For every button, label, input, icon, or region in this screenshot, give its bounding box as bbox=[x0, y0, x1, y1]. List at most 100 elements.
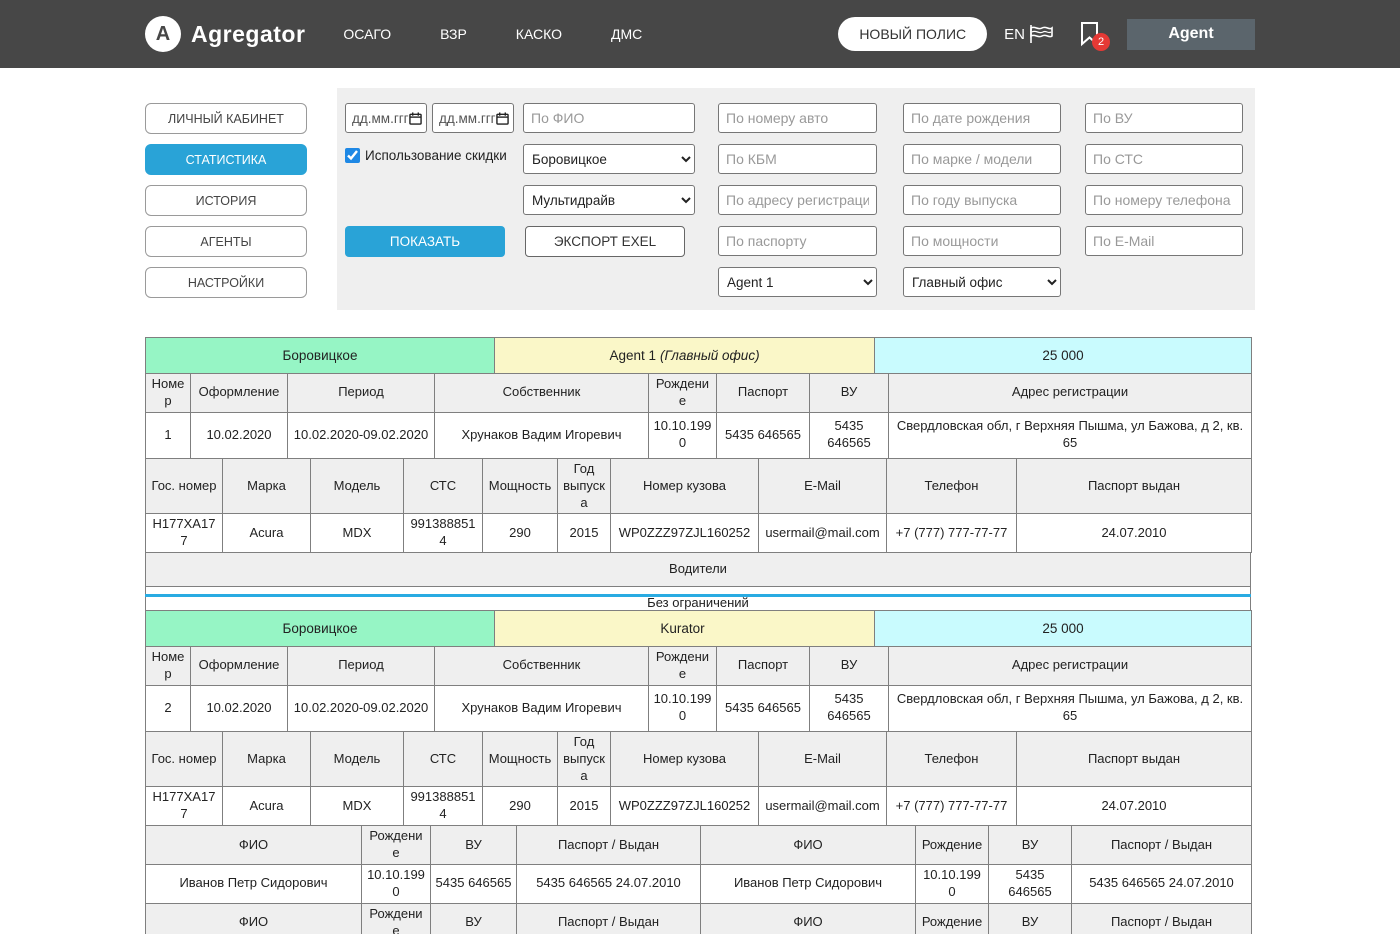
policy-agent-name: Agent 1 bbox=[609, 347, 656, 363]
year-filter-input[interactable] bbox=[903, 185, 1061, 215]
col-header-birth: Рождение bbox=[648, 646, 717, 686]
col-header-email: E-Mail bbox=[758, 730, 887, 788]
car-number-filter-input[interactable] bbox=[718, 103, 877, 133]
driver-col-fio: ФИО bbox=[145, 902, 362, 934]
policy-amount-band: 25 000 bbox=[874, 610, 1252, 647]
office-select[interactable]: Боровицкое bbox=[523, 144, 695, 174]
driver-vu: 5435 646565 bbox=[988, 864, 1072, 904]
policy-office-band: Боровицкое bbox=[145, 337, 495, 374]
driver-col-birth: Рождение bbox=[915, 902, 989, 934]
date-to-input[interactable]: дд.мм.гггг bbox=[432, 103, 514, 133]
col-header-number: Номер bbox=[145, 646, 191, 686]
discount-checkbox[interactable] bbox=[345, 148, 360, 163]
driver-col-passport: Паспорт / Выдан bbox=[516, 902, 701, 934]
power-filter-input[interactable] bbox=[903, 226, 1061, 256]
driver-col-vu: ВУ bbox=[430, 902, 517, 934]
flag-icon bbox=[1028, 24, 1054, 44]
sidebar-item-history[interactable]: ИСТОРИЯ bbox=[145, 185, 307, 216]
col-header-power: Мощность bbox=[482, 457, 558, 515]
driver-col-birth: Рождение bbox=[361, 825, 431, 866]
col-header-number: Номер bbox=[145, 373, 191, 413]
cell-make: Acura bbox=[222, 786, 311, 827]
sidebar-item-settings[interactable]: НАСТРОЙКИ bbox=[145, 267, 307, 298]
product-select[interactable]: Мультидрайв bbox=[523, 185, 695, 215]
col-header-address: Адрес регистрации bbox=[888, 373, 1252, 413]
driver-birth: 10.10.1990 bbox=[915, 864, 989, 904]
driver-col-vu: ВУ bbox=[988, 902, 1072, 934]
col-header-birth: Рождение bbox=[648, 373, 717, 413]
agent-select[interactable]: Agent 1 bbox=[718, 267, 877, 297]
driver-passport: 5435 646565 24.07.2010 bbox=[516, 864, 701, 904]
cell-number: 1 bbox=[145, 411, 191, 459]
address-filter-input[interactable] bbox=[718, 185, 877, 215]
cell-passport: 5435 646565 bbox=[716, 684, 810, 732]
nav-item-kasko[interactable]: КАСКО bbox=[515, 26, 562, 42]
col-header-vu: ВУ bbox=[809, 646, 889, 686]
col-header-passport-issued: Паспорт выдан bbox=[1016, 457, 1252, 515]
policy-agent-note: (Главный офис) bbox=[659, 347, 760, 363]
sidebar-item-personal-cabinet[interactable]: ЛИЧНЫЙ КАБИНЕТ bbox=[145, 103, 307, 134]
nav-item-vzr[interactable]: ВЗР bbox=[440, 26, 467, 42]
birthdate-filter-input[interactable] bbox=[903, 103, 1061, 133]
language-switcher[interactable]: EN bbox=[1004, 24, 1054, 44]
col-header-gov-number: Гос. номер bbox=[145, 730, 223, 788]
driver-birth: 10.10.1990 bbox=[361, 864, 431, 904]
col-header-model: Модель bbox=[310, 457, 404, 515]
fio-filter-input[interactable] bbox=[523, 103, 695, 133]
sts-filter-input[interactable] bbox=[1085, 144, 1243, 174]
col-header-body-number: Номер кузова bbox=[610, 457, 759, 515]
cell-body-number: WP0ZZZ97ZJL160252 bbox=[610, 786, 759, 827]
phone-filter-input[interactable] bbox=[1085, 185, 1243, 215]
kbm-filter-input[interactable] bbox=[718, 144, 877, 174]
cell-passport: 5435 646565 bbox=[716, 411, 810, 459]
date-to-value: дд.мм.гггг bbox=[439, 110, 496, 126]
vu-filter-input[interactable] bbox=[1085, 103, 1243, 133]
agent-account-button[interactable]: Agent bbox=[1127, 18, 1255, 50]
col-header-year: Год выпуска bbox=[557, 457, 611, 515]
cell-vu: 5435 646565 bbox=[809, 684, 889, 732]
cell-year: 2015 bbox=[557, 513, 611, 554]
date-from-input[interactable]: дд.мм.гггг bbox=[345, 103, 427, 133]
col-header-power: Мощность bbox=[482, 730, 558, 788]
email-filter-input[interactable] bbox=[1085, 226, 1243, 256]
sidebar-item-agents[interactable]: АГЕНТЫ bbox=[145, 226, 307, 257]
col-header-body-number: Номер кузова bbox=[610, 730, 759, 788]
nav-item-osago[interactable]: ОСАГО bbox=[343, 26, 392, 42]
driver-passport: 5435 646565 24.07.2010 bbox=[1071, 864, 1252, 904]
col-header-passport: Паспорт bbox=[716, 373, 810, 413]
new-policy-button[interactable]: НОВЫЙ ПОЛИС bbox=[838, 17, 988, 51]
policy-agent-name: Kurator bbox=[660, 620, 705, 636]
brand-model-filter-input[interactable] bbox=[903, 144, 1061, 174]
driver-col-birth: Рождение bbox=[915, 825, 989, 866]
col-header-sts: СТС bbox=[403, 457, 483, 515]
cell-phone: +7 (777) 777-77-77 bbox=[886, 513, 1017, 554]
cell-address: Свердловская обл, г Верхняя Пышма, ул Ба… bbox=[888, 411, 1252, 459]
cell-period: 10.02.2020-09.02.2020 bbox=[287, 684, 435, 732]
notifications-button[interactable]: 2 bbox=[1079, 21, 1110, 51]
export-excel-button[interactable]: ЭКСПОРТ EXEL bbox=[525, 226, 685, 257]
col-header-model: Модель bbox=[310, 730, 404, 788]
policy-amount-band: 25 000 bbox=[874, 337, 1252, 374]
notification-badge: 2 bbox=[1092, 33, 1110, 51]
col-header-sts: СТС bbox=[403, 730, 483, 788]
branch-select[interactable]: Главный офис bbox=[903, 267, 1061, 297]
policy-agent-band: Kurator bbox=[494, 610, 875, 647]
show-button[interactable]: ПОКАЗАТЬ bbox=[345, 226, 505, 257]
nav-item-dms[interactable]: ДМС bbox=[610, 26, 643, 42]
main-nav: ОСАГО ВЗР КАСКО ДМС bbox=[343, 26, 642, 42]
brand-logo[interactable]: A Agregator bbox=[145, 16, 305, 52]
cell-sts: 9913888514 bbox=[403, 786, 483, 827]
passport-filter-input[interactable] bbox=[718, 226, 877, 256]
driver-fio: Иванов Петр Сидорович bbox=[145, 864, 362, 904]
policy-agent-band: Agent 1 (Главный офис) bbox=[494, 337, 875, 374]
cell-issued: 10.02.2020 bbox=[190, 411, 288, 459]
cell-vu: 5435 646565 bbox=[809, 411, 889, 459]
language-label: EN bbox=[1004, 25, 1025, 43]
sidebar-item-statistics[interactable]: СТАТИСТИКА bbox=[145, 144, 307, 175]
driver-fio: Иванов Петр Сидорович bbox=[700, 864, 916, 904]
col-header-issued: Оформление bbox=[190, 646, 288, 686]
driver-col-fio: ФИО bbox=[700, 825, 916, 866]
cell-owner: Хрунаков Вадим Игоревич bbox=[434, 684, 649, 732]
driver-col-birth: Рождение bbox=[361, 902, 431, 934]
table-divider bbox=[145, 594, 1251, 597]
